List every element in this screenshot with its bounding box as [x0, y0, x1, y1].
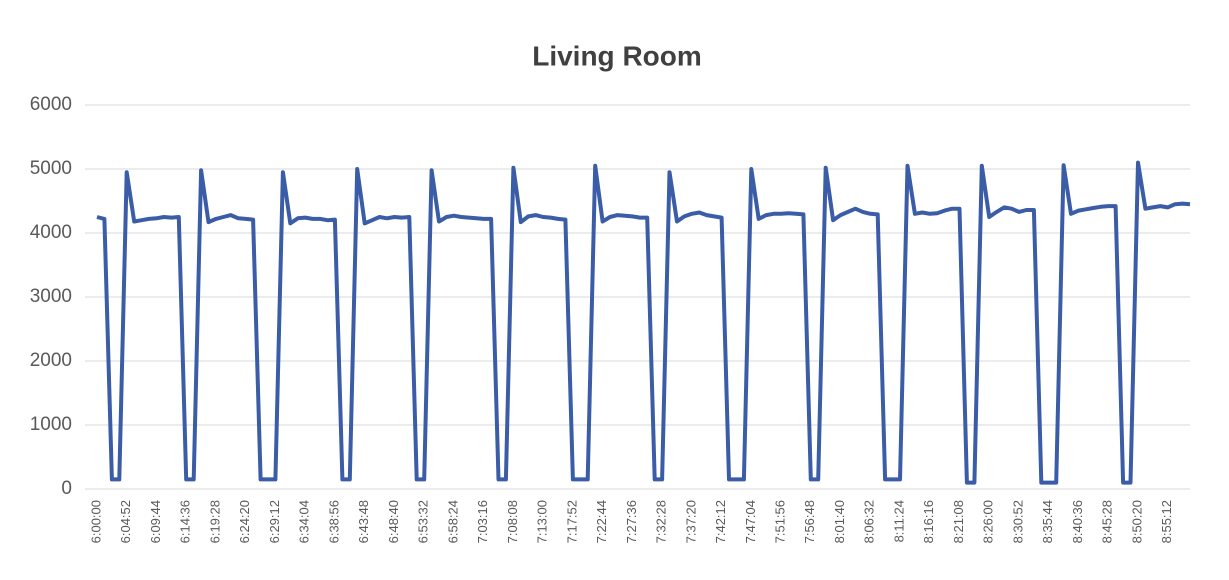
x-tick-label: 7:27:36: [624, 500, 639, 543]
x-tick-label: 7:51:56: [772, 500, 787, 543]
x-tick-label: 6:19:28: [207, 500, 222, 543]
x-tick-label: 6:58:24: [445, 500, 460, 543]
x-tick-label: 7:17:52: [564, 500, 579, 543]
y-tick-label: 0: [61, 478, 72, 499]
x-tick-label: 8:45:28: [1100, 500, 1115, 543]
x-tick-label: 7:42:12: [713, 500, 728, 543]
x-tick-label: 6:00:00: [88, 500, 103, 543]
x-tick-label: 8:35:44: [1040, 500, 1055, 543]
x-tick-label: 7:32:28: [654, 500, 669, 543]
x-tick-label: 6:24:20: [237, 500, 252, 543]
x-tick-label: 6:09:44: [148, 500, 163, 543]
x-tick-label: 6:04:52: [118, 500, 133, 543]
x-tick-label: 6:34:04: [297, 500, 312, 543]
y-tick-label: 6000: [30, 94, 72, 115]
x-tick-label: 8:30:52: [1010, 500, 1025, 543]
x-tick-label: 8:55:12: [1159, 500, 1174, 543]
x-tick-label: 7:37:20: [683, 500, 698, 543]
x-tick-label: 8:26:00: [981, 500, 996, 543]
x-tick-label: 7:03:16: [475, 500, 490, 543]
x-tick-label: 7:13:00: [535, 500, 550, 543]
x-tick-label: 8:21:08: [951, 500, 966, 543]
chart-title: Living Room: [532, 40, 702, 71]
data-line: [96, 160, 1191, 485]
x-tick-label: 7:47:04: [743, 500, 758, 543]
y-tick-label: 3000: [30, 286, 72, 307]
x-tick-label: 8:16:16: [921, 500, 936, 543]
x-tick-label: 8:06:32: [862, 500, 877, 543]
x-tick-label: 8:01:40: [832, 500, 847, 543]
x-tick-label: 6:48:40: [386, 500, 401, 543]
x-tick-label: 7:56:48: [802, 500, 817, 543]
x-tick-label: 7:08:08: [505, 500, 520, 543]
x-tick-label: 6:43:48: [356, 500, 371, 543]
x-tick-label: 6:38:56: [326, 500, 341, 543]
y-tick-label: 5000: [30, 158, 72, 179]
x-tick-label: 6:14:36: [178, 500, 193, 543]
x-tick-label: 6:29:12: [267, 500, 282, 543]
x-tick-label: 8:50:20: [1129, 500, 1144, 543]
x-tick-label: 7:22:44: [594, 500, 609, 543]
x-tick-label: 6:53:32: [416, 500, 431, 543]
y-tick-label: 2000: [30, 350, 72, 371]
x-tick-label: 8:11:24: [891, 500, 906, 542]
x-tick-label: 8:40:36: [1070, 500, 1085, 543]
y-tick-label: 1000: [30, 414, 72, 435]
y-tick-label: 4000: [30, 222, 72, 243]
